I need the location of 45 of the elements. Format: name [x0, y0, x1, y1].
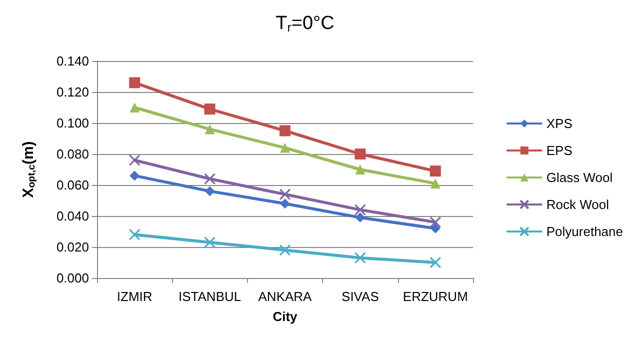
point — [430, 178, 440, 188]
legend-label: XPS — [546, 116, 573, 131]
y-tick-label: 0.040 — [56, 208, 89, 224]
point — [129, 77, 140, 88]
x-tick-label: ANKARA — [258, 289, 312, 304]
point — [130, 102, 140, 112]
legend-label: Glass Wool — [546, 170, 613, 185]
point — [354, 204, 366, 216]
point — [130, 170, 140, 181]
legend-label: EPS — [546, 143, 573, 158]
x-tick-label: SIVAS — [342, 289, 380, 304]
point — [355, 212, 366, 223]
point — [355, 164, 366, 174]
y-tick-label: 0.020 — [56, 240, 89, 254]
point — [280, 198, 290, 209]
point — [430, 223, 440, 234]
point — [280, 142, 290, 153]
point — [204, 104, 216, 115]
point — [430, 256, 442, 268]
legend-label: Polyurethane — [546, 224, 624, 239]
x-tick-label: IZMIR — [116, 289, 152, 304]
y-tick-label: 0.140 — [56, 54, 89, 68]
point — [128, 228, 140, 240]
point — [204, 186, 215, 196]
point — [204, 124, 215, 134]
x-axis-title: City — [272, 309, 298, 324]
point — [279, 244, 291, 256]
y-tick-label: 0.000 — [56, 270, 89, 286]
x-tick-label: ERZURUM — [402, 289, 468, 304]
point — [430, 216, 442, 228]
point — [204, 173, 216, 185]
y-tick-label: 0.060 — [56, 178, 89, 192]
point — [354, 148, 366, 160]
x-tick-label: ISTANBUL — [178, 289, 242, 304]
legend-label: Rock Wool — [546, 197, 610, 212]
point — [280, 125, 290, 136]
point — [354, 252, 366, 264]
point — [430, 166, 441, 177]
point — [204, 236, 216, 248]
y-tick-label: 0.100 — [56, 116, 89, 130]
point — [128, 154, 140, 166]
y-axis-title: Xopt,c(m) — [20, 141, 38, 198]
y-tick-label: 0.120 — [56, 84, 89, 100]
point — [279, 188, 291, 200]
y-tick-label: 0.080 — [56, 146, 89, 162]
